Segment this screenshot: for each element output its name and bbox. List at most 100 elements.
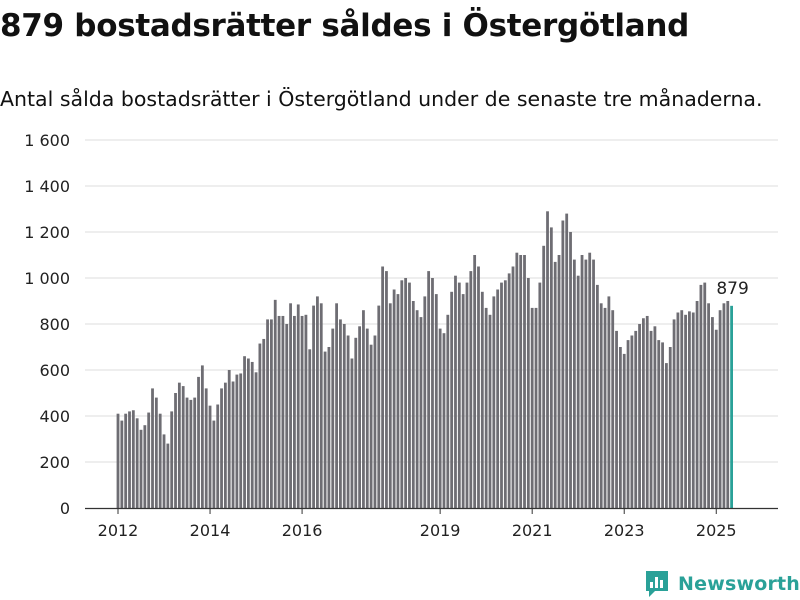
bar	[216, 404, 220, 508]
bar	[480, 291, 484, 508]
annotations: 879	[716, 279, 748, 299]
bar	[503, 280, 507, 508]
x-tick-label: 2014	[190, 521, 231, 540]
bar	[450, 291, 454, 508]
bar	[266, 319, 269, 508]
bar	[511, 266, 515, 508]
bar	[580, 255, 584, 508]
bar	[431, 278, 434, 508]
bar	[699, 284, 703, 508]
bar	[189, 399, 193, 508]
y-tick-label: 0	[60, 499, 70, 518]
y-tick-label: 1 600	[24, 131, 70, 150]
bar	[350, 358, 354, 508]
bar	[641, 318, 645, 508]
bar	[446, 314, 450, 508]
bar	[208, 405, 212, 508]
bar	[553, 261, 557, 508]
bar	[645, 315, 649, 508]
bar	[162, 434, 166, 508]
bar	[181, 386, 185, 508]
chart-title: 879 bostadsrätter såldes i Östergötland	[0, 8, 689, 44]
bar	[668, 347, 672, 508]
bar	[197, 376, 200, 508]
bar	[707, 303, 710, 508]
y-tick-label: 400	[39, 407, 70, 426]
bar	[293, 315, 296, 508]
bar	[296, 304, 300, 508]
x-tick-label: 2019	[420, 521, 461, 540]
bar	[139, 429, 143, 508]
bar	[381, 266, 385, 508]
bar	[534, 307, 538, 508]
bar	[653, 326, 657, 508]
bar	[415, 310, 419, 508]
bar	[542, 245, 546, 509]
bar	[461, 294, 465, 508]
bar	[526, 278, 530, 508]
brand-name: Newsworthy	[678, 573, 800, 595]
bar	[204, 388, 208, 508]
bar	[711, 317, 714, 508]
x-axis-labels: 2012 2014 2016 2019 2021 2023 2025	[98, 508, 737, 540]
bar	[143, 425, 147, 508]
bar	[281, 315, 285, 508]
x-tick-label: 2025	[696, 521, 737, 540]
x-tick-label: 2021	[512, 521, 553, 540]
bar	[411, 301, 415, 508]
y-axis-labels: 0 200 400 600 800 1 000 1 200 1 400 1 600	[24, 131, 70, 518]
bar	[454, 275, 457, 508]
bar	[672, 319, 676, 508]
bar	[469, 271, 473, 508]
bar	[158, 413, 162, 508]
bar	[569, 232, 572, 508]
bar	[273, 299, 277, 508]
bar	[649, 330, 653, 508]
bar	[538, 282, 542, 508]
bar	[277, 315, 281, 508]
bar	[661, 342, 664, 508]
bar	[300, 315, 304, 508]
bar	[151, 388, 154, 508]
bar	[477, 266, 480, 508]
bar	[691, 312, 695, 508]
bar	[438, 328, 442, 508]
y-tick-label: 1 000	[24, 269, 70, 288]
y-tick-label: 600	[39, 361, 70, 380]
bar	[588, 252, 592, 508]
bar	[714, 329, 718, 508]
bar	[676, 312, 680, 508]
bar	[684, 314, 687, 508]
bar	[488, 314, 492, 508]
bar	[135, 418, 139, 508]
bar	[128, 411, 131, 508]
bar	[285, 324, 289, 508]
bar	[262, 338, 266, 508]
bar	[396, 294, 400, 508]
bar	[400, 280, 404, 508]
bar	[519, 255, 523, 508]
bar	[212, 420, 216, 508]
bar	[434, 294, 438, 508]
bar	[243, 356, 246, 508]
bar	[185, 397, 189, 508]
bar	[722, 303, 726, 508]
bar	[622, 353, 626, 508]
bar	[561, 220, 565, 508]
bar	[523, 255, 526, 508]
bar	[304, 314, 308, 508]
bar	[377, 305, 381, 508]
bar	[116, 413, 120, 508]
bar	[316, 296, 319, 508]
bar	[549, 227, 553, 508]
bar	[147, 412, 151, 508]
bar	[465, 282, 469, 508]
bar	[576, 275, 580, 508]
bar	[254, 372, 258, 508]
bar	[634, 330, 638, 508]
bar	[369, 344, 373, 508]
bar	[442, 333, 446, 508]
bar	[680, 310, 684, 508]
bar	[354, 337, 358, 508]
bar	[335, 303, 338, 508]
